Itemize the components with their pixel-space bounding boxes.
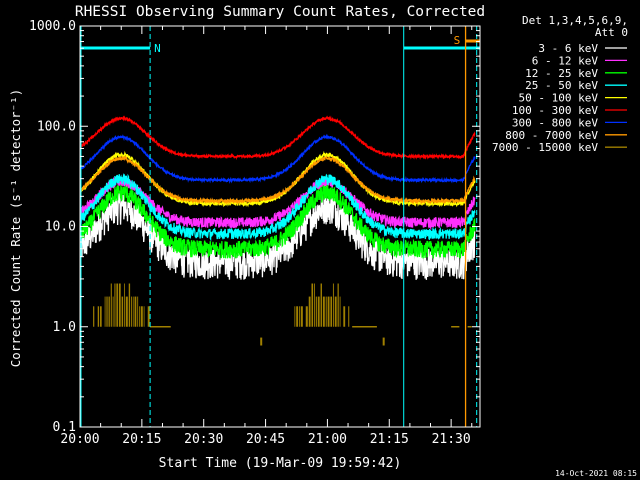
high-energy-bar: [110, 283, 112, 327]
high-energy-bar: [108, 296, 110, 327]
y-tick-label: 10.0: [45, 220, 76, 235]
high-energy-bar: [313, 283, 315, 327]
legend-entry-label: 800 - 7000 keV: [505, 129, 598, 142]
high-energy-bar: [343, 306, 346, 327]
y-tick-label: 0.1: [53, 420, 76, 435]
series-line: [80, 176, 476, 231]
x-tick-label: 20:15: [122, 432, 161, 447]
high-energy-bar: [382, 337, 385, 346]
series-line: [80, 155, 476, 206]
high-energy-bar: [140, 306, 143, 327]
high-energy-bar: [330, 296, 333, 327]
saa-label: S: [454, 34, 461, 47]
high-energy-bar: [311, 283, 314, 327]
high-energy-bar: [327, 296, 330, 327]
high-energy-bar: [124, 283, 125, 327]
night-label: N: [154, 42, 161, 55]
y-tick-label: 100.0: [37, 119, 76, 134]
chart-title: RHESSI Observing Summary Count Rates, Co…: [75, 4, 485, 20]
high-energy-bar: [134, 296, 137, 327]
high-energy-bar: [294, 306, 296, 327]
high-energy-bar: [104, 296, 106, 327]
annotation-layer: NS: [80, 26, 480, 427]
x-tick-label: 20:30: [184, 432, 223, 447]
high-energy-bar: [132, 296, 134, 327]
high-energy-bar: [334, 296, 337, 327]
high-energy-bar: [317, 296, 320, 327]
x-tick-label: 21:30: [432, 432, 471, 447]
footer-date: 14-Oct-2021 08:15: [555, 469, 637, 478]
legend-entry-label: 300 - 800 keV: [512, 116, 598, 129]
series-line: [80, 173, 476, 242]
high-energy-bar: [315, 296, 317, 327]
legend-entry-label: 6 - 12 keV: [532, 54, 599, 67]
high-energy-bar: [308, 296, 311, 327]
x-axis-label: Start Time (19-Mar-09 19:59:42): [159, 456, 402, 471]
legend-entry-label: 12 - 25 keV: [525, 67, 598, 80]
legend-header: Det 1,3,4,5,6,9,: [522, 14, 628, 27]
x-tick-label: 21:15: [370, 432, 409, 447]
high-energy-bar: [260, 337, 263, 346]
high-energy-bar: [305, 306, 308, 327]
high-energy-bar: [116, 283, 118, 327]
series-line: [80, 133, 476, 184]
high-energy-bar: [337, 283, 339, 327]
high-energy-bar: [112, 296, 114, 327]
high-energy-bar: [296, 306, 299, 327]
high-energy-bar: [125, 296, 128, 327]
x-tick-label: 21:00: [308, 432, 347, 447]
high-energy-bar: [128, 283, 131, 327]
high-energy-bar: [300, 306, 303, 327]
high-energy-bar: [325, 296, 327, 327]
y-tick-label: 1.0: [53, 320, 76, 335]
series-layer: [80, 115, 476, 280]
high-energy-bar: [320, 283, 322, 327]
series-line: [80, 184, 476, 259]
high-energy-bar: [298, 306, 300, 327]
high-energy-bar: [114, 283, 116, 327]
x-tick-label: 20:45: [246, 432, 285, 447]
legend-header: Att 0: [595, 26, 628, 39]
high-energy-bar: [121, 296, 124, 327]
legend-entry-label: 3 - 6 keV: [538, 42, 598, 55]
high-energy-bar: [348, 306, 350, 327]
y-axis-label: Corrected Count Rate (s⁻¹ detector⁻¹): [8, 89, 23, 367]
legend-entry-label: 50 - 100 keV: [519, 92, 599, 105]
series-line: [80, 115, 476, 161]
high-energy-bar: [106, 296, 108, 327]
high-energy-bar: [339, 296, 341, 327]
high-energy-bar: [118, 283, 121, 327]
high-energy-bar: [147, 306, 150, 327]
high-energy-bar: [93, 306, 95, 327]
axis-layer: 0.1 1.0 10.0 100.0 1000.0 20:00 20:15 20:30 20:4…: [29, 19, 480, 447]
legend-entry-label: 7000 - 15000 keV: [492, 141, 598, 154]
x-tick-label: 20:00: [60, 432, 99, 447]
y-tick-label: 1000.0: [29, 19, 76, 34]
high-energy-bar: [139, 306, 140, 327]
high-energy-bar: [322, 296, 325, 327]
saa-bars: [93, 283, 472, 346]
legend-entry-label: 25 - 50 keV: [525, 79, 598, 92]
high-energy-bar: [143, 306, 145, 327]
high-energy-bar: [131, 296, 132, 327]
high-energy-bar: [100, 306, 102, 327]
high-energy-bar: [137, 296, 139, 327]
high-energy-bar: [332, 283, 334, 327]
legend-entry-label: 100 - 300 keV: [512, 104, 598, 117]
high-energy-bar: [97, 306, 100, 327]
